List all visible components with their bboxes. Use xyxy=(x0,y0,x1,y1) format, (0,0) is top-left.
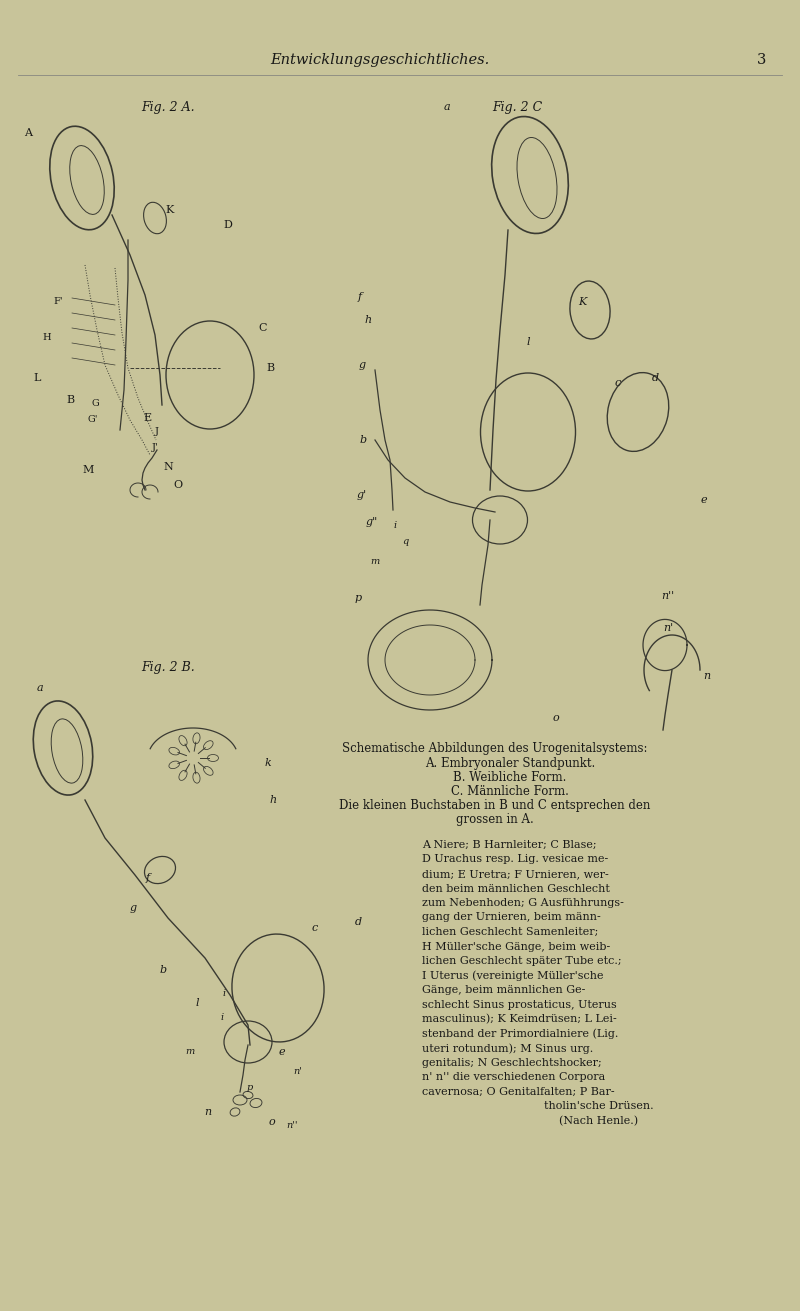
Text: l: l xyxy=(195,998,198,1008)
Text: q: q xyxy=(402,538,408,547)
Text: a: a xyxy=(37,683,43,694)
Text: d: d xyxy=(354,916,362,927)
Text: C: C xyxy=(258,323,267,333)
Text: n'': n'' xyxy=(662,591,674,600)
Text: zum Nebenhoden; G Ausfühhrungs-: zum Nebenhoden; G Ausfühhrungs- xyxy=(422,898,624,909)
Text: p: p xyxy=(354,593,362,603)
Text: H Müller'sche Gänge, beim weib-: H Müller'sche Gänge, beim weib- xyxy=(422,941,610,952)
Text: n: n xyxy=(205,1106,211,1117)
Text: Fig. 2 A.: Fig. 2 A. xyxy=(141,101,195,114)
Text: N: N xyxy=(163,461,173,472)
Text: b: b xyxy=(359,435,366,444)
Text: Entwicklungsgeschichtliches.: Entwicklungsgeschichtliches. xyxy=(270,52,490,67)
Text: Die kleinen Buchstaben in B und C entsprechen den: Die kleinen Buchstaben in B und C entspr… xyxy=(339,798,650,812)
Text: o: o xyxy=(269,1117,275,1127)
Text: h: h xyxy=(270,794,277,805)
Text: d: d xyxy=(651,374,658,383)
Text: G: G xyxy=(91,399,99,408)
Text: C. Männliche Form.: C. Männliche Form. xyxy=(451,785,569,798)
Text: K: K xyxy=(165,205,174,215)
Text: b: b xyxy=(159,965,166,975)
Text: g": g" xyxy=(366,517,378,527)
Text: grossen in A.: grossen in A. xyxy=(456,813,534,826)
Text: O: O xyxy=(174,480,182,490)
Text: B. Weibliche Form.: B. Weibliche Form. xyxy=(454,771,566,784)
Text: J: J xyxy=(155,427,159,437)
Text: lichen Geschlecht Samenleiter;: lichen Geschlecht Samenleiter; xyxy=(422,927,598,937)
Text: B: B xyxy=(266,363,274,374)
Text: n'': n'' xyxy=(286,1121,298,1130)
Text: e: e xyxy=(278,1047,286,1057)
Text: tholin'sche Drüsen.: tholin'sche Drüsen. xyxy=(544,1101,654,1110)
Text: g: g xyxy=(358,361,366,370)
Text: p: p xyxy=(247,1083,253,1092)
Text: k: k xyxy=(265,758,271,768)
Text: H: H xyxy=(42,333,51,342)
Text: D: D xyxy=(223,220,233,229)
Text: dium; E Uretra; F Urnieren, wer-: dium; E Uretra; F Urnieren, wer- xyxy=(422,869,609,878)
Text: c: c xyxy=(615,378,621,388)
Text: h: h xyxy=(365,315,371,325)
Text: (Nach Henle.): (Nach Henle.) xyxy=(559,1116,638,1126)
Text: L: L xyxy=(34,374,41,383)
Text: f: f xyxy=(146,873,150,884)
Text: Gänge, beim männlichen Ge-: Gänge, beim männlichen Ge- xyxy=(422,985,586,995)
Text: i: i xyxy=(222,988,226,998)
Text: F': F' xyxy=(53,298,63,307)
Text: stenband der Primordialniere (Lig.: stenband der Primordialniere (Lig. xyxy=(422,1029,618,1040)
Text: cavernosa; O Genitalfalten; P Bar-: cavernosa; O Genitalfalten; P Bar- xyxy=(422,1087,614,1096)
Text: den beim männlichen Geschlecht: den beim männlichen Geschlecht xyxy=(422,884,610,894)
Text: i: i xyxy=(394,520,397,530)
Text: n' n'' die verschiedenen Corpora: n' n'' die verschiedenen Corpora xyxy=(422,1072,606,1082)
Text: lichen Geschlecht später Tube etc.;: lichen Geschlecht später Tube etc.; xyxy=(422,956,622,966)
Text: n': n' xyxy=(294,1067,302,1076)
Text: G': G' xyxy=(88,416,98,425)
Text: i: i xyxy=(221,1013,223,1023)
Text: c: c xyxy=(312,923,318,933)
Text: m: m xyxy=(370,557,380,566)
Text: D Urachus resp. Lig. vesicae me-: D Urachus resp. Lig. vesicae me- xyxy=(422,855,608,864)
Text: J': J' xyxy=(152,443,158,452)
Text: A. Embryonaler Standpunkt.: A. Embryonaler Standpunkt. xyxy=(425,756,595,770)
Text: masculinus); K Keimdrüsen; L Lei-: masculinus); K Keimdrüsen; L Lei- xyxy=(422,1013,617,1024)
Text: A: A xyxy=(24,128,32,138)
Text: I Uterus (vereinigte Müller'sche: I Uterus (vereinigte Müller'sche xyxy=(422,970,603,981)
Text: o: o xyxy=(553,713,559,722)
Text: a: a xyxy=(444,102,450,111)
Text: uteri rotundum); M Sinus urg.: uteri rotundum); M Sinus urg. xyxy=(422,1044,594,1054)
Text: g': g' xyxy=(357,490,367,499)
Text: Schematische Abbildungen des Urogenitalsystems:: Schematische Abbildungen des Urogenitals… xyxy=(342,742,648,755)
Text: B: B xyxy=(66,395,74,405)
Text: f: f xyxy=(358,292,362,302)
Text: A Niere; B Harnleiter; C Blase;: A Niere; B Harnleiter; C Blase; xyxy=(422,840,597,850)
Text: 3: 3 xyxy=(758,52,766,67)
Text: l: l xyxy=(526,337,530,347)
Text: gang der Urnieren, beim männ-: gang der Urnieren, beim männ- xyxy=(422,912,601,923)
Text: E: E xyxy=(143,413,151,423)
Text: Fig. 2 B.: Fig. 2 B. xyxy=(141,662,195,674)
Text: schlecht Sinus prostaticus, Uterus: schlecht Sinus prostaticus, Uterus xyxy=(422,999,617,1009)
Text: e: e xyxy=(701,496,707,505)
Text: n: n xyxy=(703,671,710,680)
Text: m: m xyxy=(186,1047,194,1057)
Text: Fig. 2 C: Fig. 2 C xyxy=(492,101,542,114)
Text: M: M xyxy=(82,465,94,475)
Text: g: g xyxy=(130,903,137,912)
Text: n': n' xyxy=(663,623,673,633)
Text: genitalis; N Geschlechtshocker;: genitalis; N Geschlechtshocker; xyxy=(422,1058,602,1067)
Text: K: K xyxy=(578,298,586,307)
